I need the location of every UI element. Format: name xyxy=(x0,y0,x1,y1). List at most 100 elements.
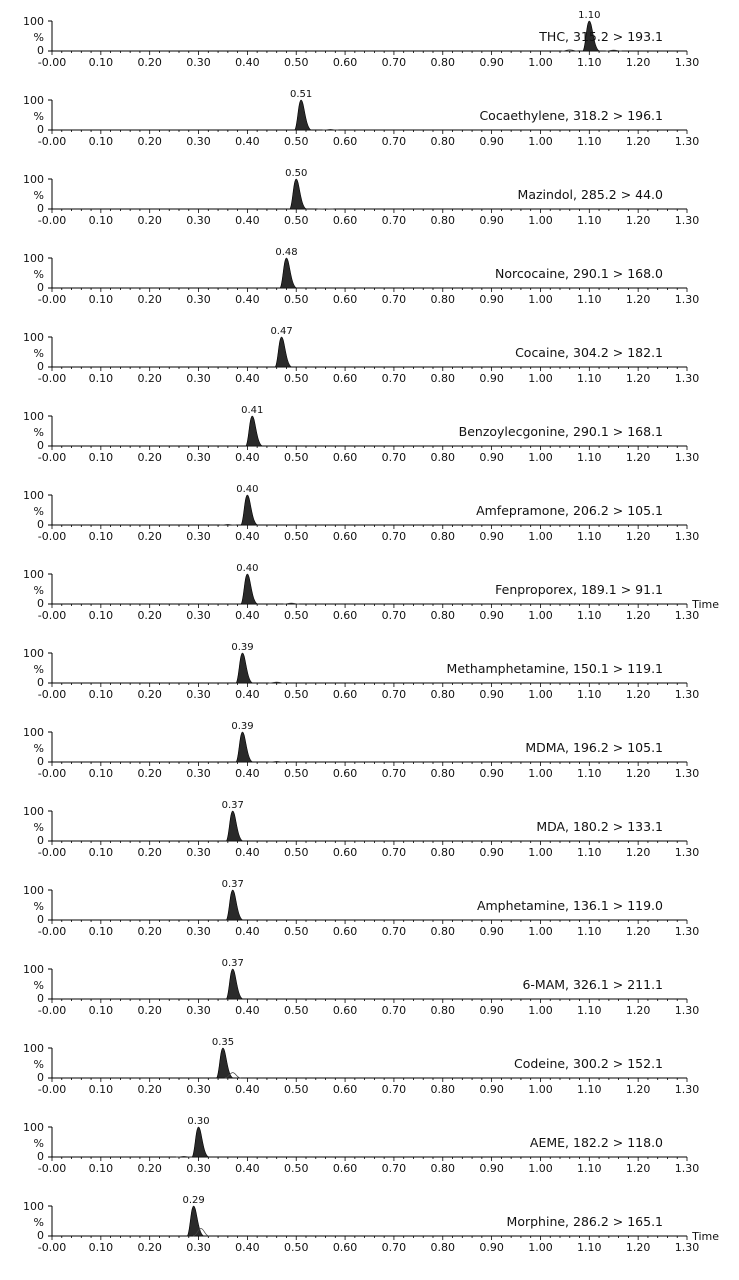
peak xyxy=(225,889,243,921)
x-tick-label: 0.40 xyxy=(235,56,260,69)
x-tick-label: 0.80 xyxy=(431,925,456,938)
x-tick-label: 1.00 xyxy=(528,451,553,464)
peak-label: 0.47 xyxy=(270,326,292,337)
x-tick-label: 0.30 xyxy=(186,767,211,780)
x-tick-label: 0.30 xyxy=(186,1004,211,1017)
x-tick-label: 0.10 xyxy=(89,1162,114,1175)
x-tick-label: 0.40 xyxy=(235,1162,260,1175)
y-axis-label: % xyxy=(34,821,44,834)
x-tick-label: 0.60 xyxy=(333,1162,358,1175)
x-tick-label: 0.20 xyxy=(137,214,162,227)
x-tick-label: -0.00 xyxy=(38,530,66,543)
x-tick-label: 0.30 xyxy=(186,214,211,227)
x-tick-label: 0.10 xyxy=(89,1083,114,1096)
y-tick-label: 100 xyxy=(23,489,44,502)
y-tick-label: 0 xyxy=(37,1150,44,1163)
y-tick-label: 0 xyxy=(37,439,44,452)
x-tick-label: 0.10 xyxy=(89,767,114,780)
x-tick-label: 0.70 xyxy=(382,846,407,859)
y-tick-label: 100 xyxy=(23,884,44,897)
x-tick-label: 0.70 xyxy=(382,1004,407,1017)
compound-label: THC, 315.2 > 193.1 xyxy=(538,29,663,44)
x-tick-label: 0.50 xyxy=(284,214,309,227)
y-tick-label: 100 xyxy=(23,331,44,344)
minor-peak xyxy=(268,681,285,684)
chromatogram-panel: 100%0-0.00 0.10 0.20 0.30 0.40 0.50 0.60 0.70 0.… xyxy=(23,89,699,148)
y-tick-label: 100 xyxy=(23,1042,44,1055)
y-tick-label: 0 xyxy=(37,913,44,926)
y-tick-label: 100 xyxy=(23,1200,44,1213)
x-tick-label: 0.60 xyxy=(333,293,358,306)
x-tick-label: 0.80 xyxy=(431,214,456,227)
chromatogram-panel: 100%0-0.00 0.10 0.20 0.30 0.40 0.50 0.60 0.70 0.… xyxy=(23,563,719,622)
x-tick-label: 0.30 xyxy=(186,1083,211,1096)
x-tick-label: 1.10 xyxy=(577,1083,602,1096)
x-tick-label: 0.70 xyxy=(382,767,407,780)
x-tick-label: 1.30 xyxy=(675,530,700,543)
x-tick-label: 0.70 xyxy=(382,1162,407,1175)
compound-label: Benzoylecgonine, 290.1 > 168.1 xyxy=(459,424,663,439)
x-tick-label: 1.10 xyxy=(577,372,602,385)
x-tick-label: 0.30 xyxy=(186,135,211,148)
x-tick-label: 0.80 xyxy=(431,1241,456,1254)
x-tick-label: 0.40 xyxy=(235,767,260,780)
x-tick-label: 1.10 xyxy=(577,1162,602,1175)
x-tick-label: 1.00 xyxy=(528,846,553,859)
y-tick-label: 100 xyxy=(23,94,44,107)
peak-label: 0.41 xyxy=(241,405,263,416)
x-tick-label: 0.70 xyxy=(382,530,407,543)
compound-label: Amfepramone, 206.2 > 105.1 xyxy=(476,503,663,518)
peak xyxy=(289,178,307,210)
x-tick-label: 0.90 xyxy=(479,1004,504,1017)
x-tick-label: 0.90 xyxy=(479,451,504,464)
x-tick-label: 0.10 xyxy=(89,530,114,543)
x-tick-label: 0.40 xyxy=(235,1083,260,1096)
chromatogram-panel: 100%0-0.00 0.10 0.20 0.30 0.40 0.50 0.60 0.70 0.… xyxy=(23,168,699,227)
x-tick-label: 1.20 xyxy=(626,451,651,464)
x-tick-label: 0.60 xyxy=(333,1004,358,1017)
minor-peak xyxy=(192,1228,210,1237)
x-tick-label: 1.30 xyxy=(675,293,700,306)
x-tick-label: 0.50 xyxy=(284,451,309,464)
x-tick-label: 0.50 xyxy=(284,293,309,306)
x-tick-label: 0.40 xyxy=(235,214,260,227)
x-tick-label: 0.30 xyxy=(186,530,211,543)
peak xyxy=(294,99,312,131)
x-tick-label: 0.50 xyxy=(284,1004,309,1017)
compound-label: Methamphetamine, 150.1 > 119.1 xyxy=(447,661,663,676)
y-tick-label: 0 xyxy=(37,676,44,689)
chromatogram-panel: 100%0-0.00 0.10 0.20 0.30 0.40 0.50 0.60 0.70 0.… xyxy=(23,247,699,306)
x-tick-label: 0.50 xyxy=(284,135,309,148)
x-tick-label: 0.40 xyxy=(235,530,260,543)
x-tick-label: 0.90 xyxy=(479,925,504,938)
y-axis-label: % xyxy=(34,742,44,755)
peak xyxy=(186,1205,204,1237)
peak-label: 0.51 xyxy=(290,89,312,100)
x-tick-label: -0.00 xyxy=(38,609,66,622)
x-tick-label: 0.70 xyxy=(382,214,407,227)
x-tick-label: 0.80 xyxy=(431,1083,456,1096)
minor-peak xyxy=(322,129,339,131)
x-tick-label: 0.40 xyxy=(235,135,260,148)
minor-peak xyxy=(175,1156,192,1158)
chromatogram-panel: 100%0-0.00 0.10 0.20 0.30 0.40 0.50 0.60 0.70 0.… xyxy=(23,484,699,543)
x-tick-label: 0.10 xyxy=(89,214,114,227)
peak-label: 0.48 xyxy=(275,247,297,258)
x-tick-label: 1.20 xyxy=(626,1004,651,1017)
x-tick-label: 0.20 xyxy=(137,688,162,701)
compound-label: AEME, 182.2 > 118.0 xyxy=(530,1135,663,1150)
x-tick-label: 1.20 xyxy=(626,214,651,227)
x-tick-label: 1.10 xyxy=(577,846,602,859)
x-tick-label: 0.40 xyxy=(235,609,260,622)
time-axis-label: Time xyxy=(691,598,719,611)
x-tick-label: 1.30 xyxy=(675,372,700,385)
x-tick-label: 1.30 xyxy=(675,688,700,701)
x-tick-label: 0.70 xyxy=(382,372,407,385)
y-tick-label: 0 xyxy=(37,1229,44,1242)
x-tick-label: 1.00 xyxy=(528,767,553,780)
x-tick-label: 0.80 xyxy=(431,293,456,306)
x-tick-label: 1.30 xyxy=(675,846,700,859)
x-tick-label: 0.30 xyxy=(186,451,211,464)
x-tick-label: 0.50 xyxy=(284,1162,309,1175)
y-axis-label: % xyxy=(34,1137,44,1150)
